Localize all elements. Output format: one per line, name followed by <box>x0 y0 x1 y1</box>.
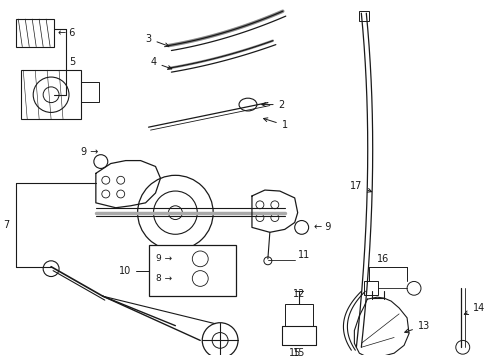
Bar <box>359 11 368 21</box>
Bar <box>81 82 99 102</box>
Text: 7: 7 <box>3 220 9 230</box>
Text: 14: 14 <box>463 303 484 315</box>
Text: 8 →: 8 → <box>155 274 171 283</box>
Text: 3: 3 <box>145 34 168 47</box>
Text: 10: 10 <box>119 266 131 276</box>
Text: 17: 17 <box>349 181 371 192</box>
Text: ← 6: ← 6 <box>58 28 75 38</box>
Text: 16: 16 <box>376 254 389 264</box>
Bar <box>364 282 377 295</box>
Text: 9 →: 9 → <box>81 147 98 157</box>
Text: ← 9: ← 9 <box>313 222 330 233</box>
Text: 12: 12 <box>292 289 304 299</box>
Bar <box>284 304 312 326</box>
Bar <box>21 70 81 119</box>
Text: 9 →: 9 → <box>155 255 171 264</box>
Text: 4: 4 <box>150 57 171 69</box>
Bar <box>148 245 236 296</box>
Bar <box>16 19 54 46</box>
Text: 2: 2 <box>261 100 285 109</box>
Bar <box>281 326 315 345</box>
Text: 11: 11 <box>297 250 309 260</box>
Text: 15: 15 <box>292 348 304 358</box>
Bar <box>281 326 315 345</box>
Text: 13: 13 <box>404 321 429 333</box>
Text: 15: 15 <box>288 348 300 358</box>
Text: 5: 5 <box>69 57 75 67</box>
Text: 1: 1 <box>263 118 287 130</box>
